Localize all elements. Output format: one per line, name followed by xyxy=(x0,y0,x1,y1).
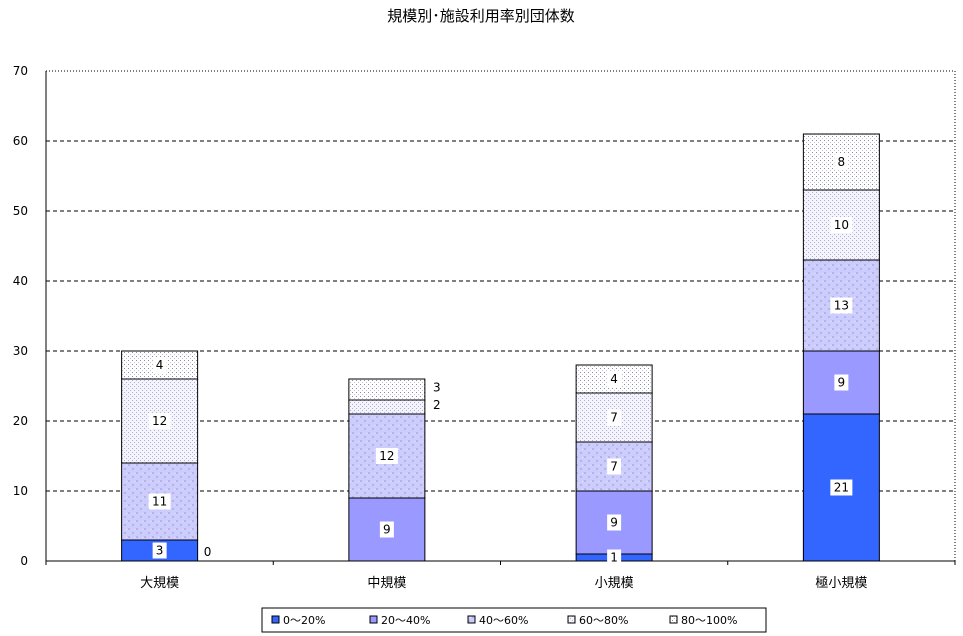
data-label: 9 xyxy=(838,376,846,390)
data-label: 2 xyxy=(433,398,441,412)
data-label: 12 xyxy=(152,414,167,428)
data-label-bg xyxy=(607,409,622,426)
legend-swatch xyxy=(467,615,476,624)
legend-label: 20～40% xyxy=(381,614,430,627)
y-tick-label: 10 xyxy=(13,484,28,498)
bars xyxy=(121,133,880,562)
x-tick-label: 中規模 xyxy=(367,576,406,591)
data-label-bg xyxy=(375,448,398,464)
data-label-bg xyxy=(152,357,167,373)
data-label: 9 xyxy=(610,516,618,530)
data-label: 13 xyxy=(834,299,849,313)
legend-swatch xyxy=(369,615,378,624)
data-label-bg xyxy=(379,521,394,538)
data-label: 7 xyxy=(610,460,618,474)
y-tick-label: 0 xyxy=(20,554,28,568)
bar-segment xyxy=(348,399,426,415)
data-label-bg xyxy=(830,479,853,496)
y-tick-label: 50 xyxy=(13,204,28,218)
legend-swatch xyxy=(669,615,678,624)
data-label-bg xyxy=(148,413,171,429)
x-tick-label: 大規模 xyxy=(140,576,179,591)
y-tick-label: 30 xyxy=(13,344,28,358)
data-label: 7 xyxy=(610,411,618,425)
legend-label: 0～20% xyxy=(283,614,325,627)
data-label-bg xyxy=(607,514,622,531)
legend-box xyxy=(261,607,767,633)
data-label-bg xyxy=(834,154,849,170)
data-label: 3 xyxy=(156,544,164,558)
data-label-bg xyxy=(830,217,853,233)
chart-title: 規模別･施設利用率別団体数 xyxy=(387,7,575,25)
bar-segment xyxy=(348,378,426,401)
data-label: 9 xyxy=(383,523,391,537)
y-tick-label: 20 xyxy=(13,414,28,428)
data-label: 21 xyxy=(834,481,849,495)
data-label-bg xyxy=(148,493,171,510)
data-label: 11 xyxy=(152,495,167,509)
legend-label: 80～100% xyxy=(681,614,737,627)
data-label-bg xyxy=(830,297,853,314)
data-label: 4 xyxy=(610,372,618,386)
data-labels: 3 0 11 12 4 9 12 2 3 1 9 7 7 4 21 9 13 10 8 xyxy=(148,154,853,566)
legend-label: 60～80% xyxy=(579,614,628,627)
data-label: 8 xyxy=(838,155,846,169)
data-label: 4 xyxy=(156,358,164,372)
data-label-bg xyxy=(607,549,622,566)
data-label-bg xyxy=(607,371,622,387)
data-label-bg xyxy=(834,374,849,391)
data-label: 0 xyxy=(204,545,212,559)
y-tick-label: 70 xyxy=(13,64,28,78)
data-label-bg xyxy=(152,542,167,559)
data-label-bg xyxy=(607,458,622,475)
legend-swatch xyxy=(271,615,280,624)
legend-label: 40～60% xyxy=(479,614,528,627)
data-label: 12 xyxy=(379,449,394,463)
x-tick-label: 小規模 xyxy=(595,576,634,591)
data-label: 10 xyxy=(834,218,849,232)
data-label: 1 xyxy=(610,551,618,565)
x-tick-label: 極小規模 xyxy=(815,575,867,591)
legend-swatch xyxy=(567,615,576,624)
y-tick-label: 40 xyxy=(13,274,28,288)
legend: 0～20% 20～40% 40～60% 60～80% 80～100% xyxy=(261,607,767,633)
data-label: 3 xyxy=(433,381,441,395)
y-tick-label: 60 xyxy=(13,134,28,148)
